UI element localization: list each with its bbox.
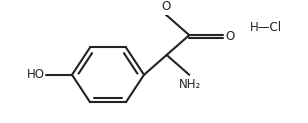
Text: O: O xyxy=(161,0,170,13)
Text: HO: HO xyxy=(27,68,45,81)
Text: H—Cl: H—Cl xyxy=(250,21,282,34)
Text: NH₂: NH₂ xyxy=(179,78,201,91)
Text: O: O xyxy=(225,30,234,43)
